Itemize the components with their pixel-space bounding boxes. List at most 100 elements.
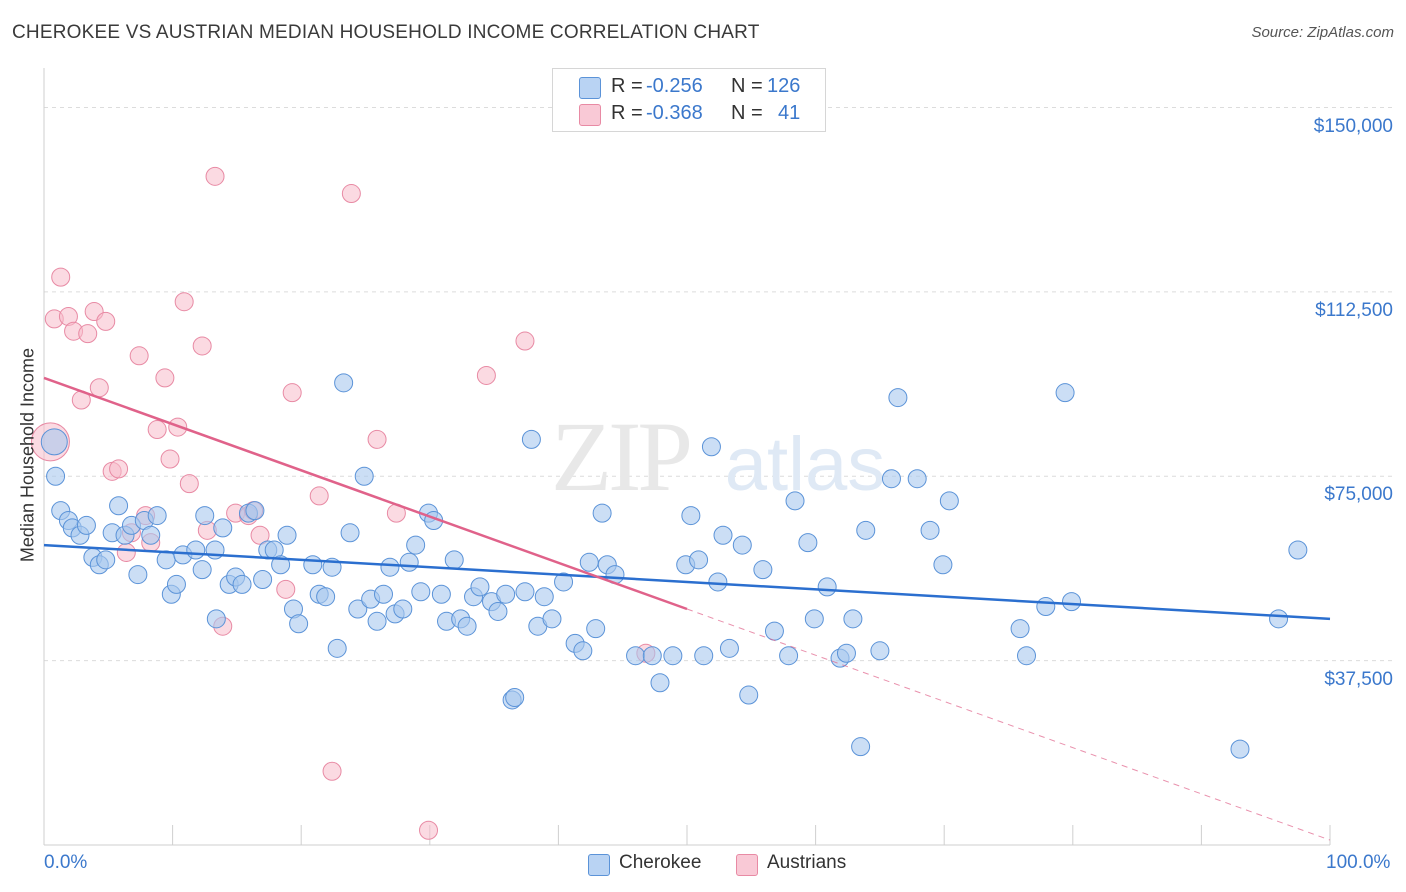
austrians-point — [174, 292, 194, 312]
cherokee-point — [40, 428, 68, 456]
cherokee-point — [534, 587, 554, 607]
cherokee-point — [870, 641, 890, 661]
legend-r-label: R = — [611, 75, 643, 97]
legend-r-value: -0.256 — [646, 75, 703, 97]
cherokee-point — [650, 673, 670, 693]
cherokee-point — [701, 437, 721, 457]
cherokee-point — [681, 506, 701, 526]
austrians-point — [276, 579, 296, 599]
cherokee-point — [340, 523, 360, 543]
legend-label-cherokee: Cherokee — [619, 852, 702, 873]
cherokee-point — [1017, 646, 1037, 666]
cherokee-point — [96, 550, 116, 570]
cherokee-point — [1055, 383, 1075, 403]
austrians-point — [155, 368, 175, 388]
cherokee-point — [470, 577, 490, 597]
y-tick-label: $37,500 — [1324, 668, 1393, 690]
cherokee-point — [380, 557, 400, 577]
cherokee-point — [1036, 597, 1056, 617]
cherokee-point — [554, 572, 574, 592]
cherokee-point — [817, 577, 837, 597]
austrians-point — [515, 331, 535, 351]
cherokee-point — [253, 570, 273, 589]
austrians-point — [129, 346, 149, 366]
y-tick-label: $112,500 — [1315, 299, 1393, 321]
cherokee-point — [732, 535, 752, 555]
cherokee-point — [764, 621, 784, 641]
cherokee-point — [354, 466, 374, 486]
x-tick-max: 100.0% — [1326, 852, 1391, 873]
y-axis-title: Median Household Income — [17, 347, 38, 563]
austrians-trend-line — [43, 376, 688, 611]
cherokee-point — [626, 646, 646, 666]
cherokee-point — [303, 555, 323, 575]
austrians-point — [147, 420, 167, 440]
austrians-trend-extension — [686, 608, 1331, 841]
cherokee-point — [933, 555, 953, 575]
cherokee-point — [1269, 609, 1289, 629]
austrians-point — [322, 761, 342, 781]
cherokee-point — [785, 491, 805, 511]
cherokee-point — [277, 525, 297, 545]
cherokee-point — [856, 520, 876, 540]
y-tick-label: $75,000 — [1324, 484, 1393, 506]
cherokee-swatch — [579, 77, 601, 99]
cherokee-point — [393, 599, 413, 619]
cherokee-point — [166, 574, 186, 594]
legend-n-value: 126 — [767, 75, 801, 97]
legend-n-label: N = — [731, 102, 763, 124]
cherokee-point — [488, 601, 508, 621]
cherokee-point — [888, 388, 908, 408]
source-label: Source: ZipAtlas.com — [1251, 24, 1394, 41]
watermark-atlas: atlas — [725, 422, 886, 507]
cherokee-point — [457, 616, 477, 636]
austrians-point — [89, 378, 109, 398]
cherokee-point — [444, 550, 464, 570]
cherokee-point — [804, 609, 824, 629]
austrians-point — [78, 324, 98, 344]
cherokee-point — [245, 501, 265, 521]
cherokee-point — [186, 540, 206, 560]
cherokee-point — [206, 609, 226, 629]
cherokee-point — [141, 525, 161, 545]
cherokee-swatch — [588, 854, 610, 876]
legend-n-value: 41 — [778, 102, 801, 124]
cherokee-point — [316, 587, 336, 607]
austrians-point — [250, 525, 270, 545]
cherokee-point — [109, 496, 129, 516]
cherokee-point — [195, 506, 215, 526]
austrians-point — [309, 486, 329, 506]
austrians-point — [192, 336, 212, 356]
cherokee-point — [836, 643, 856, 663]
austrians-point — [341, 184, 361, 204]
cherokee-point — [1062, 592, 1082, 612]
y-tick-label: $150,000 — [1313, 115, 1393, 137]
austrians-point — [109, 459, 129, 479]
cherokee-point — [579, 552, 599, 572]
austrians-point — [205, 166, 225, 186]
cherokee-point — [843, 609, 863, 629]
cherokee-point — [753, 560, 773, 580]
cherokee-point — [399, 552, 419, 572]
cherokee-point — [348, 599, 368, 619]
austrians-point — [96, 311, 116, 331]
chart-title: CHEROKEE VS AUSTRIAN MEDIAN HOUSEHOLD IN… — [12, 22, 760, 43]
trend-lines — [43, 376, 1331, 841]
cherokee-point — [521, 429, 541, 449]
cherokee-point — [586, 619, 606, 639]
cherokee-point — [271, 555, 291, 575]
x-tick-min: 0.0% — [44, 852, 88, 873]
austrians-point — [179, 474, 199, 494]
cherokee-point — [374, 584, 394, 604]
cherokee-point — [496, 584, 516, 604]
cherokee-point — [592, 503, 612, 523]
cherokee-point — [719, 638, 739, 658]
austrians-point — [116, 542, 136, 562]
cherokee-point — [779, 646, 799, 666]
cherokee-point — [411, 582, 431, 602]
cherokee-point — [713, 525, 733, 545]
cherokee-point — [573, 641, 593, 661]
cherokee-point — [367, 611, 387, 631]
legend-n-label: N = — [731, 75, 763, 97]
